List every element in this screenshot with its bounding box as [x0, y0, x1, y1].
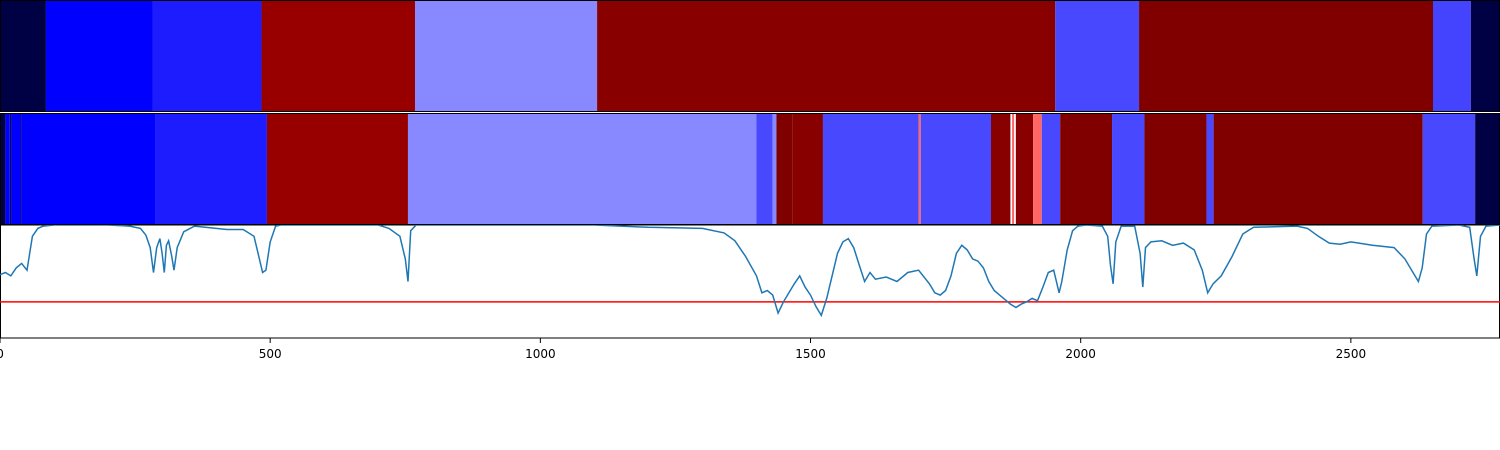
- segment-1-29: [1475, 113, 1500, 225]
- segmentation-strip-middle: [0, 113, 1500, 225]
- segment-1-3: [11, 113, 21, 225]
- segment-0-3: [261, 0, 415, 112]
- segment-1-24: [1112, 113, 1145, 225]
- x-tick-label-1: 500: [259, 347, 282, 361]
- segment-1-8: [407, 113, 757, 225]
- x-tick-label-3: 1500: [795, 347, 826, 361]
- segment-1-19: [1014, 113, 1016, 225]
- line-plot-panel: [0, 224, 1500, 339]
- plot-frame: [0, 224, 1500, 339]
- segment-0-4: [414, 0, 598, 112]
- segment-1-2: [9, 113, 12, 225]
- segment-1-11: [776, 113, 793, 225]
- x-tick-label-4: 2000: [1065, 347, 1096, 361]
- x-axis: 0 500 1000 1500 2000 2500: [0, 338, 1366, 361]
- x-tick-label-0: 0: [0, 347, 4, 361]
- segment-1-22: [1041, 113, 1061, 225]
- segment-1-26: [1206, 113, 1214, 225]
- segment-1-9: [756, 113, 773, 225]
- segment-1-23: [1060, 113, 1113, 225]
- segment-1-21: [1033, 113, 1042, 225]
- segment-1-28: [1422, 113, 1476, 225]
- segment-1-20: [1015, 113, 1034, 225]
- segment-0-7: [1139, 0, 1433, 112]
- segment-1-15: [920, 113, 991, 225]
- segment-1-1: [5, 113, 10, 225]
- segment-1-12: [792, 113, 823, 225]
- segment-1-13: [822, 113, 919, 225]
- x-tick-label-5: 2500: [1336, 347, 1367, 361]
- segment-1-14: [918, 113, 921, 225]
- segment-0-2: [152, 0, 262, 112]
- segment-1-5: [21, 113, 156, 225]
- segment-1-6: [155, 113, 267, 225]
- segment-0-0: [0, 0, 46, 112]
- segment-1-27: [1213, 113, 1423, 225]
- segment-1-18: [1012, 113, 1015, 225]
- segmentation-strip-top: [0, 0, 1500, 112]
- segment-0-6: [1055, 0, 1140, 112]
- segment-0-8: [1432, 0, 1471, 112]
- segment-0-9: [1470, 0, 1500, 112]
- x-tick-label-2: 1000: [525, 347, 556, 361]
- segment-1-4: [20, 113, 22, 225]
- segment-1-10: [772, 113, 777, 225]
- segment-1-16: [990, 113, 1011, 225]
- segment-1-17: [1010, 113, 1013, 225]
- segment-1-25: [1144, 113, 1207, 225]
- segment-1-0: [0, 113, 6, 225]
- series-line-0: [0, 225, 1500, 318]
- segment-0-1: [45, 0, 153, 112]
- segment-1-7: [266, 113, 408, 225]
- segment-0-5: [597, 0, 1056, 112]
